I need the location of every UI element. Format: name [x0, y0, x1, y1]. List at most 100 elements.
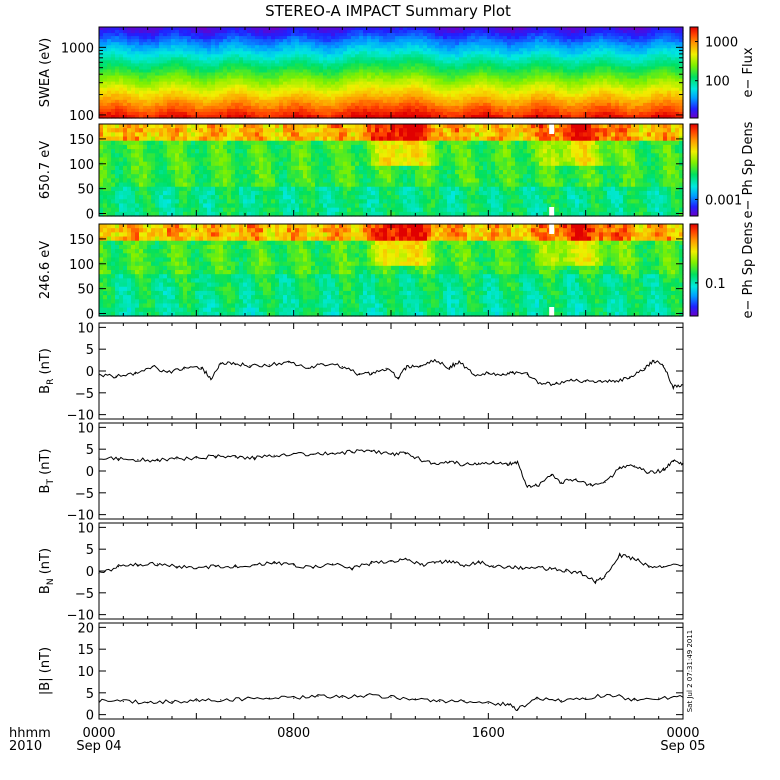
- heatmap-cell: [187, 96, 192, 101]
- heatmap-cell: [199, 102, 204, 107]
- heatmap-cell: [399, 99, 404, 104]
- heatmap-cell: [443, 87, 448, 92]
- heatmap-cell: [227, 111, 232, 116]
- heatmap-cell: [435, 39, 440, 43]
- heatmap-cell: [383, 108, 388, 113]
- heatmap-cell: [323, 63, 328, 68]
- heatmap-cell: [135, 195, 140, 200]
- heatmap-cell: [275, 36, 280, 40]
- heatmap-cell: [395, 87, 400, 92]
- heatmap-cell: [303, 99, 308, 104]
- heatmap-cell: [255, 72, 260, 77]
- heatmap-cell: [359, 33, 364, 37]
- heatmap-cell: [235, 36, 240, 40]
- heatmap-cell: [131, 178, 136, 184]
- heatmap-cell: [143, 111, 148, 116]
- heatmap-cell: [431, 45, 436, 49]
- heatmap-cell: [183, 128, 188, 133]
- heatmap-cell: [171, 27, 176, 31]
- heatmap-cell: [167, 72, 172, 77]
- heatmap-cell: [311, 51, 316, 55]
- heatmap-cell: [375, 108, 380, 113]
- heatmap-cell: [139, 203, 144, 209]
- heatmap-cell: [111, 111, 116, 116]
- heatmap-cell: [331, 33, 336, 37]
- heatmap-cell: [255, 78, 260, 83]
- heatmap-cell: [279, 75, 284, 80]
- heatmap-cell: [359, 114, 364, 119]
- heatmap-cell: [283, 96, 288, 101]
- heatmap-cell: [395, 84, 400, 89]
- heatmap-cell: [151, 57, 156, 61]
- heatmap-cell: [187, 30, 192, 34]
- heatmap-cell: [311, 42, 316, 46]
- heatmap-cell: [343, 66, 348, 71]
- heatmap-cell: [211, 114, 216, 119]
- heatmap-cell: [427, 75, 432, 80]
- heatmap-cell: [159, 140, 164, 146]
- heatmap-cell: [107, 27, 112, 31]
- heatmap-cell: [131, 182, 136, 188]
- heatmap-cell: [423, 60, 428, 64]
- heatmap-cell: [323, 36, 328, 40]
- heatmap-cell: [199, 105, 204, 110]
- heatmap-cell: [219, 81, 224, 86]
- heatmap-cell: [279, 105, 284, 110]
- heatmap-cell: [179, 144, 184, 150]
- heatmap-cell: [99, 30, 104, 34]
- heatmap-cell: [383, 96, 388, 101]
- heatmap-cell: [287, 45, 292, 49]
- heatmap-cell: [391, 39, 396, 43]
- heatmap-cell: [263, 81, 268, 86]
- heatmap-cell: [335, 102, 340, 107]
- heatmap-cell: [303, 45, 308, 49]
- heatmap-cell: [383, 114, 388, 119]
- heatmap-cell: [271, 90, 276, 95]
- heatmap-cell: [179, 36, 184, 40]
- heatmap-cell: [195, 90, 200, 95]
- heatmap-cell: [215, 84, 220, 89]
- heatmap-cell: [399, 96, 404, 101]
- heatmap-cell: [119, 108, 124, 113]
- heatmap-cell: [291, 45, 296, 49]
- heatmap-cell: [371, 69, 376, 74]
- heatmap-cell: [283, 54, 288, 58]
- heatmap-cell: [171, 132, 176, 138]
- heatmap-cell: [287, 39, 292, 43]
- heatmap-cell: [347, 72, 352, 77]
- heatmap-cell: [415, 51, 420, 55]
- heatmap-cell: [443, 39, 448, 43]
- heatmap-cell: [243, 54, 248, 58]
- heatmap-cell: [391, 54, 396, 58]
- heatmap-cell: [379, 54, 384, 58]
- heatmap-cell: [395, 96, 400, 101]
- heatmap-cell: [431, 48, 436, 52]
- heatmap-cell: [127, 114, 132, 119]
- heatmap-cell: [119, 57, 124, 61]
- heatmap-cell: [259, 81, 264, 86]
- heatmap-cell: [111, 178, 116, 184]
- heatmap-cell: [295, 30, 300, 34]
- heatmap-cell: [263, 27, 268, 31]
- heatmap-cell: [187, 149, 192, 154]
- heatmap-cell: [135, 54, 140, 58]
- heatmap-cell: [283, 90, 288, 95]
- heatmap-cell: [127, 149, 132, 154]
- heatmap-cell: [199, 42, 204, 46]
- heatmap-cell: [163, 84, 168, 89]
- heatmap-cell: [251, 108, 256, 113]
- heatmap-cell: [199, 39, 204, 43]
- heatmap-cell: [287, 63, 292, 68]
- heatmap-cell: [423, 63, 428, 68]
- heatmap-cell: [275, 30, 280, 34]
- heatmap-cell: [207, 78, 212, 83]
- heatmap-cell: [271, 78, 276, 83]
- heatmap-cell: [395, 111, 400, 116]
- heatmap-cell: [239, 75, 244, 80]
- heatmap-cell: [203, 51, 208, 55]
- heatmap-cell: [299, 39, 304, 43]
- heatmap-cell: [215, 45, 220, 49]
- heatmap-cell: [195, 93, 200, 98]
- heatmap-cell: [371, 33, 376, 37]
- heatmap-cell: [387, 63, 392, 68]
